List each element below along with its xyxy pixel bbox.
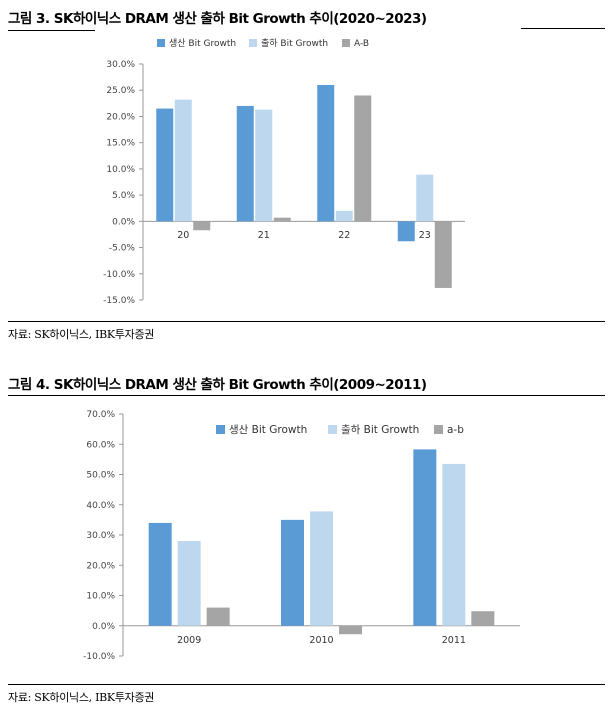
bar-series3-20 (193, 221, 211, 231)
legend-swatch (328, 425, 337, 434)
bar-series3-21 (273, 217, 291, 222)
y-tick-label: 0.0% (112, 217, 135, 227)
legend-swatch (249, 39, 257, 47)
bar-series2-23 (416, 174, 434, 222)
x-category-label: 2009 (177, 635, 201, 646)
y-tick-label: 0.0% (92, 622, 115, 632)
bar-series2-2011 (442, 463, 466, 626)
y-tick-label: 5.0% (112, 191, 135, 201)
bar-series3-22 (354, 95, 372, 222)
x-category-label: 23 (419, 230, 431, 241)
y-tick-label: 20.0% (106, 112, 135, 122)
figure-3-source: 자료: SK하이닉스, IBK투자증권 (8, 328, 155, 341)
bar-series1-23 (397, 221, 415, 242)
y-tick-label: 60.0% (86, 440, 115, 450)
legend-label: 출하 Bit Growth (341, 423, 419, 436)
chart-figure-3: 30.0% 25.0% 20.0% 15.0% 10.0% 5.0% 0.0% -5.0% -1… (103, 38, 465, 306)
y-tick-label: -15.0% (103, 296, 135, 306)
x-category-label: 2011 (442, 635, 466, 646)
figure-4-title: 그림 4. SK하이닉스 DRAM 생산 출하 Bit Growth 추이(20… (8, 377, 427, 393)
bar-series2-21 (255, 109, 273, 222)
source-divider (8, 321, 605, 322)
legend-swatch (216, 425, 225, 434)
chart-figure-4: 70.0% 60.0% 50.0% 40.0% 30.0% 20.0% 10.0% 0.0% -… (83, 410, 520, 662)
x-category-label: 22 (338, 230, 350, 241)
legend-label: 출하 Bit Growth (261, 38, 328, 49)
title-rule-right (521, 28, 605, 29)
y-tick-label: 50.0% (86, 471, 115, 481)
y-tick-label: 15.0% (106, 139, 135, 149)
x-category-label: 21 (258, 230, 270, 241)
y-tick-label: 10.0% (86, 592, 115, 602)
legend-label: a-b (447, 424, 464, 436)
bar-series1-2011 (413, 449, 437, 626)
bar-series3-2010 (339, 625, 362, 635)
bar-series1-22 (317, 84, 335, 222)
bar-series1-2009 (148, 522, 172, 626)
y-tick-label: 25.0% (106, 86, 135, 96)
bar-series1-21 (236, 105, 254, 222)
legend-label: A-B (354, 39, 369, 49)
bar-series1-20 (156, 108, 174, 222)
bar-series2-22 (335, 210, 353, 222)
y-tick-label: 30.0% (86, 531, 115, 541)
y-tick-label: -10.0% (83, 652, 115, 662)
title-underline (8, 395, 605, 396)
bar-series2-2009 (177, 541, 201, 626)
legend-swatch (434, 425, 443, 434)
y-tick-label: -10.0% (103, 270, 135, 280)
legend-label: 생산 Bit Growth (169, 38, 236, 49)
legend-swatch (342, 39, 350, 47)
bar-series3-2009 (206, 607, 230, 626)
y-tick-label: 20.0% (86, 561, 115, 571)
legend-swatch (157, 39, 165, 47)
y-tick-label: 70.0% (86, 410, 115, 420)
x-category-label: 2010 (309, 635, 333, 646)
y-tick-label: 30.0% (106, 60, 135, 70)
bar-series2-2010 (310, 511, 333, 626)
bar-series3-2011 (471, 611, 495, 626)
y-tick-label: 10.0% (106, 165, 135, 175)
y-tick-label: -5.0% (109, 244, 136, 254)
x-category-label: 20 (177, 230, 189, 241)
y-tick-label: 40.0% (86, 501, 115, 511)
figure-4-source: 자료: SK하이닉스, IBK투자증권 (8, 691, 155, 704)
source-divider (8, 684, 605, 685)
bar-series2-20 (174, 99, 192, 222)
title-underline (8, 30, 95, 31)
bar-series1-2010 (281, 519, 304, 626)
bar-series3-23 (434, 221, 452, 288)
figure-3-title: 그림 3. SK하이닉스 DRAM 생산 출하 Bit Growth 추이(20… (8, 11, 427, 27)
legend-label: 생산 Bit Growth (229, 424, 307, 436)
